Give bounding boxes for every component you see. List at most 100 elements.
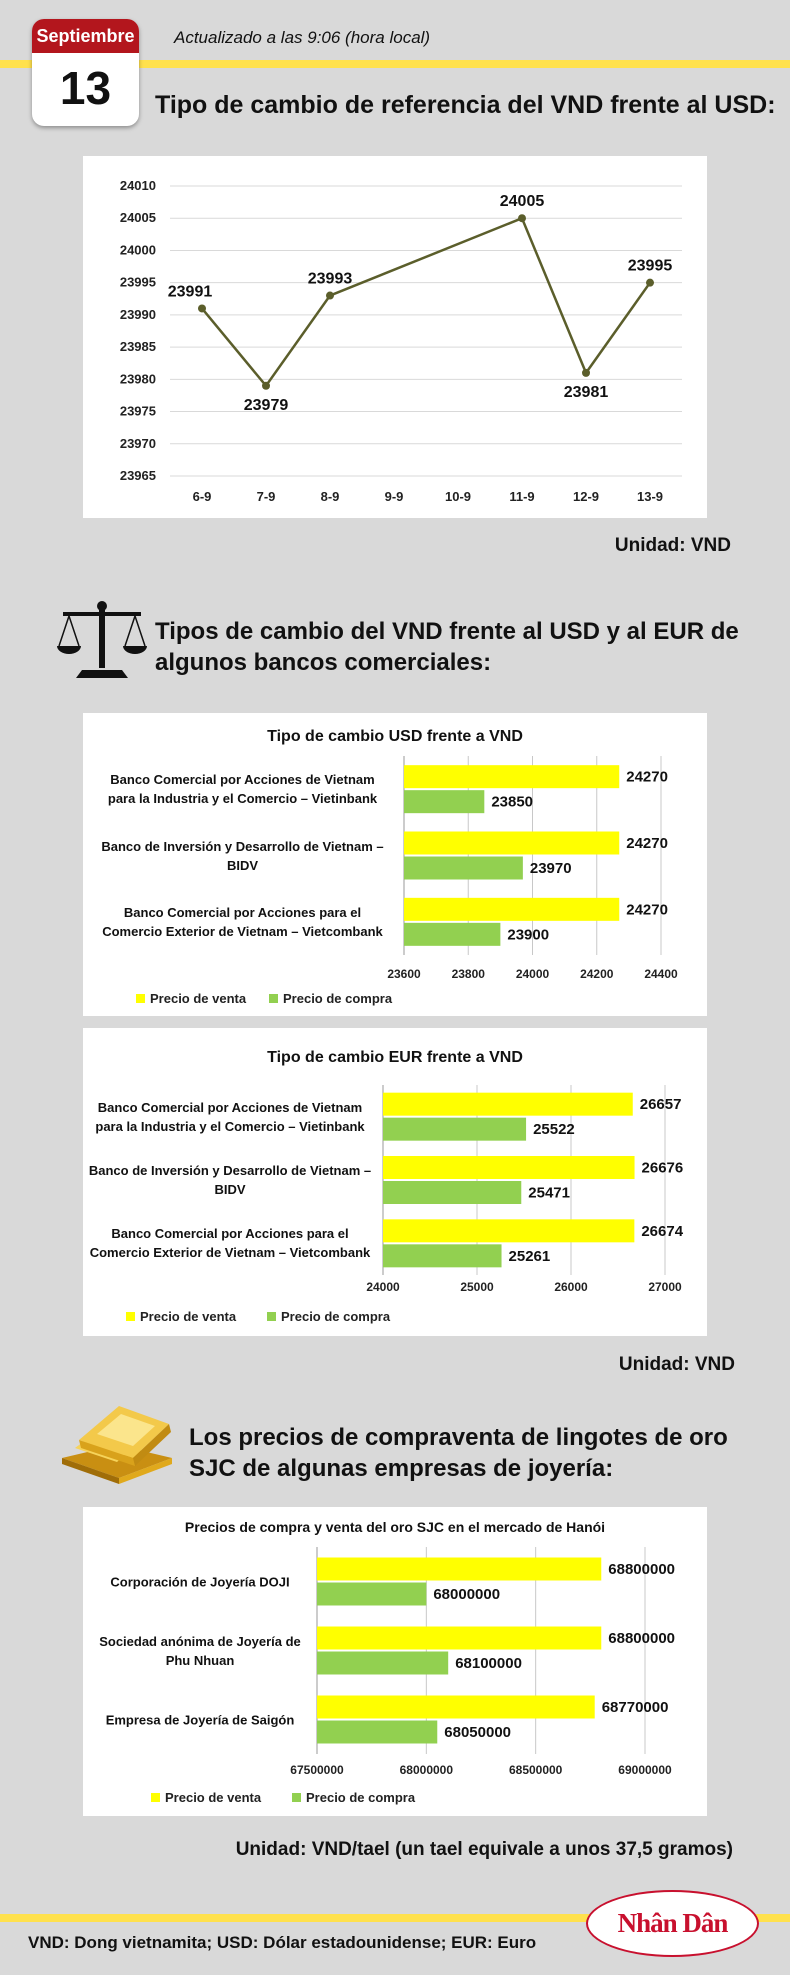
calendar-day: 13 <box>59 62 112 114</box>
unit-note: Unidad: VND <box>614 535 731 556</box>
point <box>582 368 590 377</box>
unit-note: Unidad: VND/tael (un tael equivale a uno… <box>235 1839 733 1860</box>
category-label: Banco Comercial por Acciones para el Com… <box>89 1226 371 1261</box>
x-tick-label: 12-9 <box>573 489 599 504</box>
category-label: Sociedad anónima de Joyería de Phu Nhuan <box>99 1633 301 1668</box>
bar <box>383 1156 635 1179</box>
x-tick-label: 24000 <box>366 1280 400 1294</box>
x-tick-label: 11-9 <box>509 489 534 504</box>
point <box>198 304 206 313</box>
y-tick-label: 23985 <box>120 339 156 354</box>
bar <box>317 1720 438 1744</box>
bar <box>404 897 620 921</box>
data-label: 68000000 <box>433 1586 500 1603</box>
bar <box>383 1181 522 1204</box>
calendar: Septiembre 13 <box>32 19 139 126</box>
legend-label: Precio de compra <box>283 991 393 1006</box>
x-tick-label: 8-9 <box>321 489 340 504</box>
bar <box>317 1651 449 1675</box>
x-tick-label: 13-9 <box>637 489 663 504</box>
unit-note: Unidad: VND <box>618 1354 735 1375</box>
bottom-stripe <box>0 1914 790 1922</box>
legend-swatch <box>151 1793 160 1802</box>
y-tick-label: 24005 <box>120 210 156 225</box>
logo: Nhân Dân <box>586 1890 759 1957</box>
data-label: 25471 <box>528 1185 570 1202</box>
updated-note: Actualizado a las 9:06 (hora local) <box>174 28 431 47</box>
section-title: Tipos de cambio del VND frente al USD y … <box>155 618 739 676</box>
chart-box: Precios de compra y venta del oro SJC en… <box>83 1507 707 1816</box>
legend-label: Precio de venta <box>140 1309 237 1324</box>
legend-label: Precio de compra <box>281 1309 391 1324</box>
y-tick-label: 23990 <box>120 307 156 322</box>
point <box>326 291 334 300</box>
y-tick-label: 23995 <box>120 275 156 290</box>
data-label: 26674 <box>641 1223 683 1240</box>
x-tick-label: 6-9 <box>193 489 212 504</box>
top-stripe <box>0 60 790 68</box>
data-label: 24270 <box>626 835 668 852</box>
bar <box>404 922 501 946</box>
chart-title: Tipo de cambio USD frente a VND <box>267 728 523 745</box>
data-label: 23981 <box>564 384 609 401</box>
x-tick-label: 9-9 <box>385 489 404 504</box>
y-tick-label: 23965 <box>120 468 156 483</box>
chart-box: Tipo de cambio USD frente a VND 23600 2380… <box>83 713 707 1016</box>
chart-box: Tipo de cambio EUR frente a VND 24000 2500… <box>83 1028 707 1336</box>
chart: 23965 23970 23975 23980 23985 23990 23995 24000… <box>120 178 682 504</box>
bar <box>383 1117 527 1141</box>
data-label: 68050000 <box>444 1724 511 1741</box>
chart: Tipo de cambio USD frente a VND 23600 2380… <box>136 728 678 1006</box>
bar <box>383 1219 635 1243</box>
x-tick-label: 67500000 <box>290 1763 344 1777</box>
chart-title: Tipo de cambio EUR frente a VND <box>267 1049 523 1066</box>
data-label: 24270 <box>626 901 668 918</box>
legend-label: Precio de venta <box>150 991 247 1006</box>
x-tick-label: 25000 <box>460 1280 494 1294</box>
legend-label: Precio de venta <box>165 1790 262 1805</box>
data-label: 24005 <box>500 193 545 210</box>
category-label: Banco de Inversión y Desarrollo de Vietn… <box>88 1163 372 1197</box>
scale-icon <box>57 601 147 678</box>
data-label: 26676 <box>642 1160 684 1177</box>
data-label: 23991 <box>168 283 213 300</box>
category-label: Banco de Inversión y Desarrollo de Vietn… <box>101 838 384 873</box>
bar <box>383 1244 502 1268</box>
data-label: 68800000 <box>608 1630 675 1647</box>
data-label: 25261 <box>509 1248 551 1265</box>
chart: Tipo de cambio EUR frente a VND 24000 2500… <box>126 1049 684 1324</box>
line <box>201 216 652 388</box>
chart-title: Precios de compra y venta del oro SJC en… <box>185 1519 605 1535</box>
gold-icon <box>62 1406 172 1484</box>
data-label: 23970 <box>530 860 572 877</box>
data-label: 24270 <box>626 769 668 786</box>
y-tick-label: 23980 <box>120 371 156 386</box>
data-label: 68100000 <box>455 1655 522 1672</box>
bar <box>317 1582 427 1606</box>
x-tick-label: 23800 <box>452 967 486 981</box>
legend-label: Precio de compra <box>306 1790 416 1805</box>
data-label: 23850 <box>491 794 533 811</box>
bar <box>404 765 620 789</box>
data-label: 68770000 <box>602 1699 669 1716</box>
x-tick-label: 69000000 <box>618 1763 672 1777</box>
category-label: Banco Comercial por Acciones de Vietnam … <box>107 772 378 807</box>
x-tick-label: 68000000 <box>400 1763 454 1777</box>
data-label: 23995 <box>628 258 673 275</box>
bar <box>404 831 620 855</box>
x-tick-label: 24400 <box>644 967 678 981</box>
legend-swatch <box>269 994 278 1003</box>
data-label: 25522 <box>533 1121 575 1138</box>
x-tick-label: 24000 <box>516 967 550 981</box>
y-tick-label: 23975 <box>120 404 156 419</box>
chart: Precios de compra y venta del oro SJC en… <box>151 1519 675 1805</box>
point <box>262 381 270 390</box>
data-label: 23900 <box>507 926 549 943</box>
chart-box: 23965 23970 23975 23980 23985 23990 23995 24000… <box>83 156 707 518</box>
point <box>646 278 654 287</box>
data-label: 26657 <box>640 1096 682 1113</box>
category-label: Empresa de Joyería de Saigón <box>105 1712 295 1727</box>
footer-note: VND: Dong vietnamita; USD: Dólar estadou… <box>28 1933 537 1952</box>
y-tick-label: 24000 <box>120 242 156 257</box>
category-label: Banco Comercial por Acciones para el Com… <box>102 904 383 939</box>
